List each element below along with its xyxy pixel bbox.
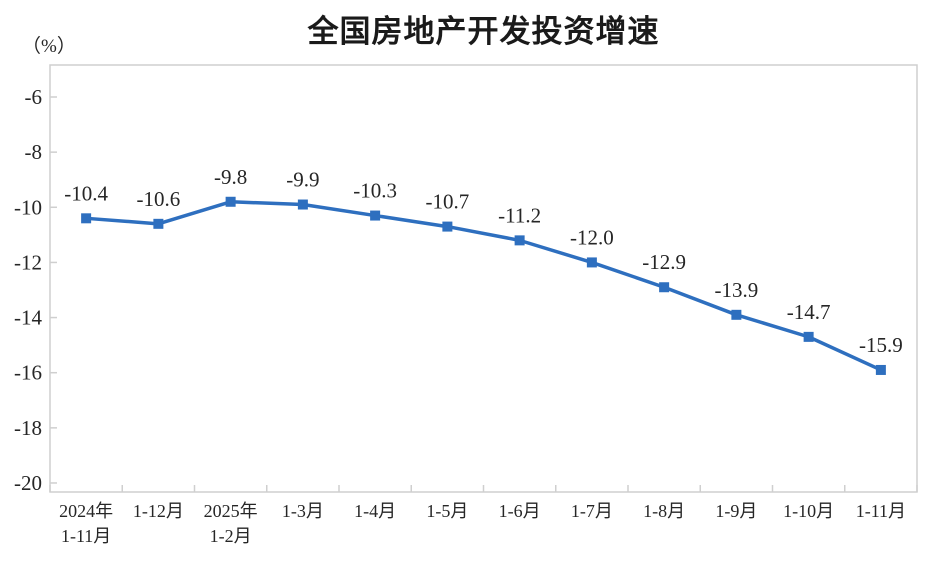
data-point-marker (225, 196, 236, 207)
data-label: -9.9 (286, 168, 319, 192)
x-tick-label: 1-9月 (715, 501, 757, 521)
y-axis-unit-label: （%） (22, 36, 76, 57)
y-tick-label: -8 (25, 140, 43, 164)
x-tick-label: 1-4月 (354, 501, 396, 521)
data-point-marker (875, 364, 886, 375)
plot-border (49, 64, 918, 493)
data-label: -9.8 (214, 165, 247, 189)
y-tick-label: -14 (14, 306, 42, 330)
data-label: -10.7 (426, 190, 470, 214)
x-tick-label: 1-5月 (426, 501, 468, 521)
data-point-marker (731, 309, 742, 320)
x-tick-label: 1-8月 (643, 501, 685, 521)
y-tick-label: -18 (14, 416, 42, 440)
y-tick-label: -16 (14, 361, 42, 385)
x-tick-label: 1-11月 (856, 501, 906, 521)
y-tick-label: -20 (14, 471, 42, 495)
data-point-marker (514, 235, 525, 246)
data-label: -15.9 (859, 333, 903, 357)
data-label: -12.0 (570, 225, 614, 249)
chart-title: 全国房地产开发投资增速 (307, 14, 660, 49)
data-point-marker (297, 199, 308, 210)
data-label: -13.9 (715, 278, 759, 302)
data-label: -10.6 (137, 187, 181, 211)
x-tick-label: 1-3月 (282, 501, 324, 521)
x-tick-label: 1-7月 (571, 501, 613, 521)
x-tick-label: 1-10月 (783, 501, 834, 521)
y-tick-label: -6 (25, 85, 43, 109)
data-point-marker (659, 282, 670, 293)
y-tick-label: -12 (14, 250, 42, 274)
data-point-marker (81, 213, 92, 224)
data-point-marker (153, 218, 164, 229)
data-label: -11.2 (498, 203, 541, 227)
data-point-marker (803, 331, 814, 342)
x-tick-label: 1-12月 (133, 501, 184, 521)
data-point-marker (370, 210, 381, 221)
x-tick-label: 2025年 1-2月 (204, 501, 258, 546)
data-label: -10.3 (353, 179, 397, 203)
data-point-marker (586, 257, 597, 268)
data-point-marker (442, 221, 453, 232)
y-tick-label: -10 (14, 195, 42, 219)
data-label: -14.7 (787, 300, 831, 324)
trend-line (85, 200, 882, 372)
x-tick-label: 2024年 1-11月 (59, 501, 113, 546)
data-label: -10.4 (64, 181, 108, 205)
x-tick-label: 1-6月 (499, 501, 541, 521)
data-label: -12.9 (642, 250, 686, 274)
